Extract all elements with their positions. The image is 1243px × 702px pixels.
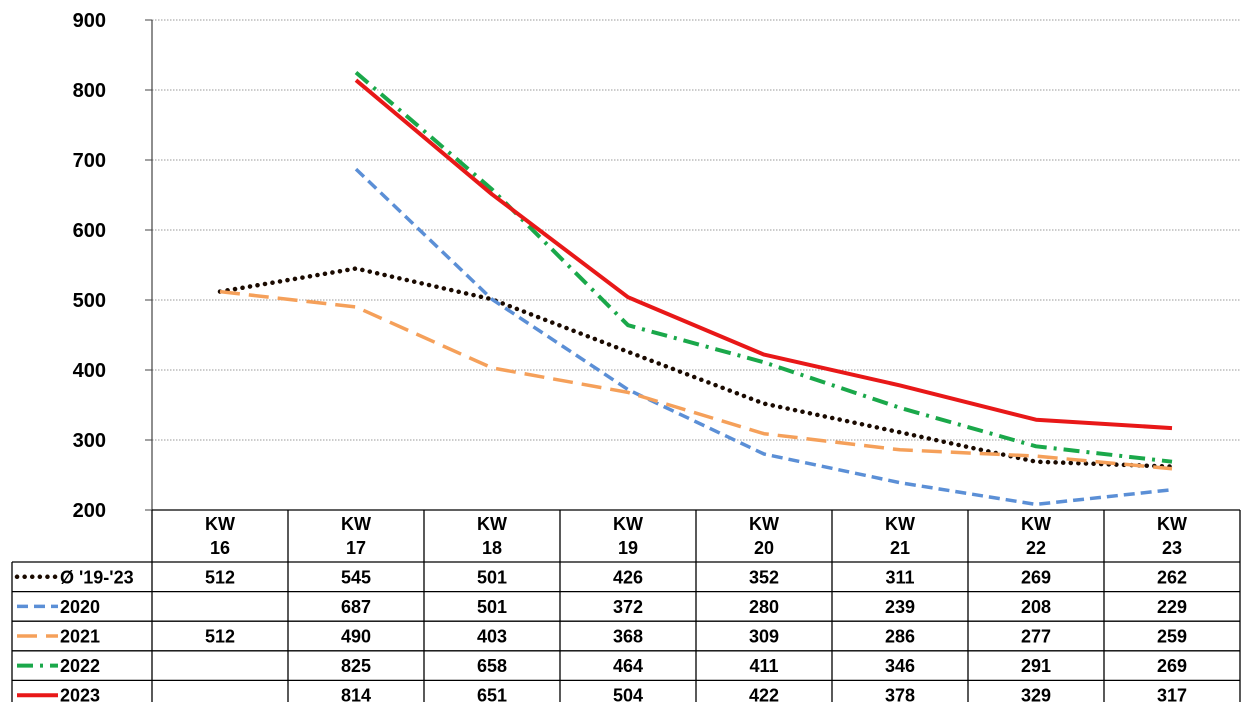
y-tick-label: 900: [73, 10, 106, 32]
data-table-cell: 352: [749, 567, 779, 587]
series-name: 2020: [60, 597, 100, 617]
data-table-cell: 545: [341, 567, 371, 587]
data-table-cell: 309: [749, 627, 779, 647]
data-table-cell: 229: [1157, 597, 1187, 617]
data-table-cell: 208: [1021, 597, 1051, 617]
data-table-cell: 512: [205, 567, 235, 587]
data-table-cell: 346: [885, 656, 915, 676]
y-tick-label: 800: [73, 80, 106, 102]
data-table-cell: 368: [613, 627, 643, 647]
y-tick-label: 300: [73, 430, 106, 452]
x-category-label: 18: [482, 538, 502, 558]
y-tick-label: 400: [73, 360, 106, 382]
x-category-label: 22: [1026, 538, 1046, 558]
y-tick-label: 500: [73, 290, 106, 312]
series-name: 2021: [60, 627, 100, 647]
data-table-cell: 239: [885, 597, 915, 617]
data-table-cell: 825: [341, 656, 371, 676]
x-category-label: 20: [754, 538, 774, 558]
data-table-cell: 378: [885, 686, 915, 702]
x-category-label: KW: [341, 514, 371, 534]
data-table-cell: 286: [885, 627, 915, 647]
x-category-label: 23: [1162, 538, 1182, 558]
data-table: KW 16 KW 17 KW 18 KW 19 KW 20 KW 21 KW 22 KW 23 Ø '19-'2…: [12, 510, 1240, 702]
x-category-label: KW: [1157, 514, 1187, 534]
data-table-cell: 504: [613, 686, 643, 702]
data-table-cell: 651: [477, 686, 507, 702]
data-table-cell: 687: [341, 597, 371, 617]
data-table-cell: 814: [341, 686, 371, 702]
data-table-cell: 403: [477, 627, 507, 647]
data-table-cell: 501: [477, 597, 507, 617]
x-category-label: KW: [1021, 514, 1051, 534]
data-table-cell: 411: [749, 656, 778, 676]
series-name: 2023: [60, 686, 100, 702]
series-line: [220, 269, 1172, 467]
data-table-cell: 329: [1021, 686, 1051, 702]
x-category-label: KW: [885, 514, 915, 534]
data-table-cell: 422: [749, 686, 779, 702]
series-line: [220, 292, 1172, 469]
data-table-cell: 291: [1021, 656, 1051, 676]
data-table-cell: 269: [1157, 656, 1187, 676]
series-line: [356, 80, 1172, 428]
data-table-cell: 490: [341, 627, 371, 647]
y-axis-tick-labels: 200 300 400 500 600 700 800 900: [73, 10, 106, 522]
gridlines: [145, 20, 1240, 510]
y-tick-label: 700: [73, 150, 106, 172]
data-table-cell: 464: [613, 656, 643, 676]
data-table-cell: 269: [1021, 567, 1051, 587]
data-table-cell: 311: [885, 567, 914, 587]
y-tick-label: 200: [73, 500, 106, 522]
x-category-label: 17: [346, 538, 366, 558]
data-table-cell: 262: [1157, 567, 1187, 587]
x-category-label: 21: [890, 538, 910, 558]
x-category-label: KW: [613, 514, 643, 534]
x-category-label: 19: [618, 538, 638, 558]
data-table-cell: 280: [749, 597, 779, 617]
series-line: [356, 169, 1172, 504]
x-category-label: KW: [749, 514, 779, 534]
x-category-label: KW: [477, 514, 507, 534]
data-table-cell: 426: [613, 567, 643, 587]
data-table-cell: 277: [1021, 627, 1051, 647]
x-category-label: 16: [210, 538, 230, 558]
data-table-cell: 372: [613, 597, 643, 617]
data-table-cell: 317: [1157, 686, 1187, 702]
y-tick-label: 600: [73, 220, 106, 242]
data-table-cell: 259: [1157, 627, 1187, 647]
series-name: 2022: [60, 656, 100, 676]
data-table-cell: 501: [477, 567, 507, 587]
series-name: Ø '19-'23: [60, 567, 134, 587]
data-table-cell: 658: [477, 656, 507, 676]
x-category-label: KW: [205, 514, 235, 534]
data-table-cell: 512: [205, 627, 235, 647]
